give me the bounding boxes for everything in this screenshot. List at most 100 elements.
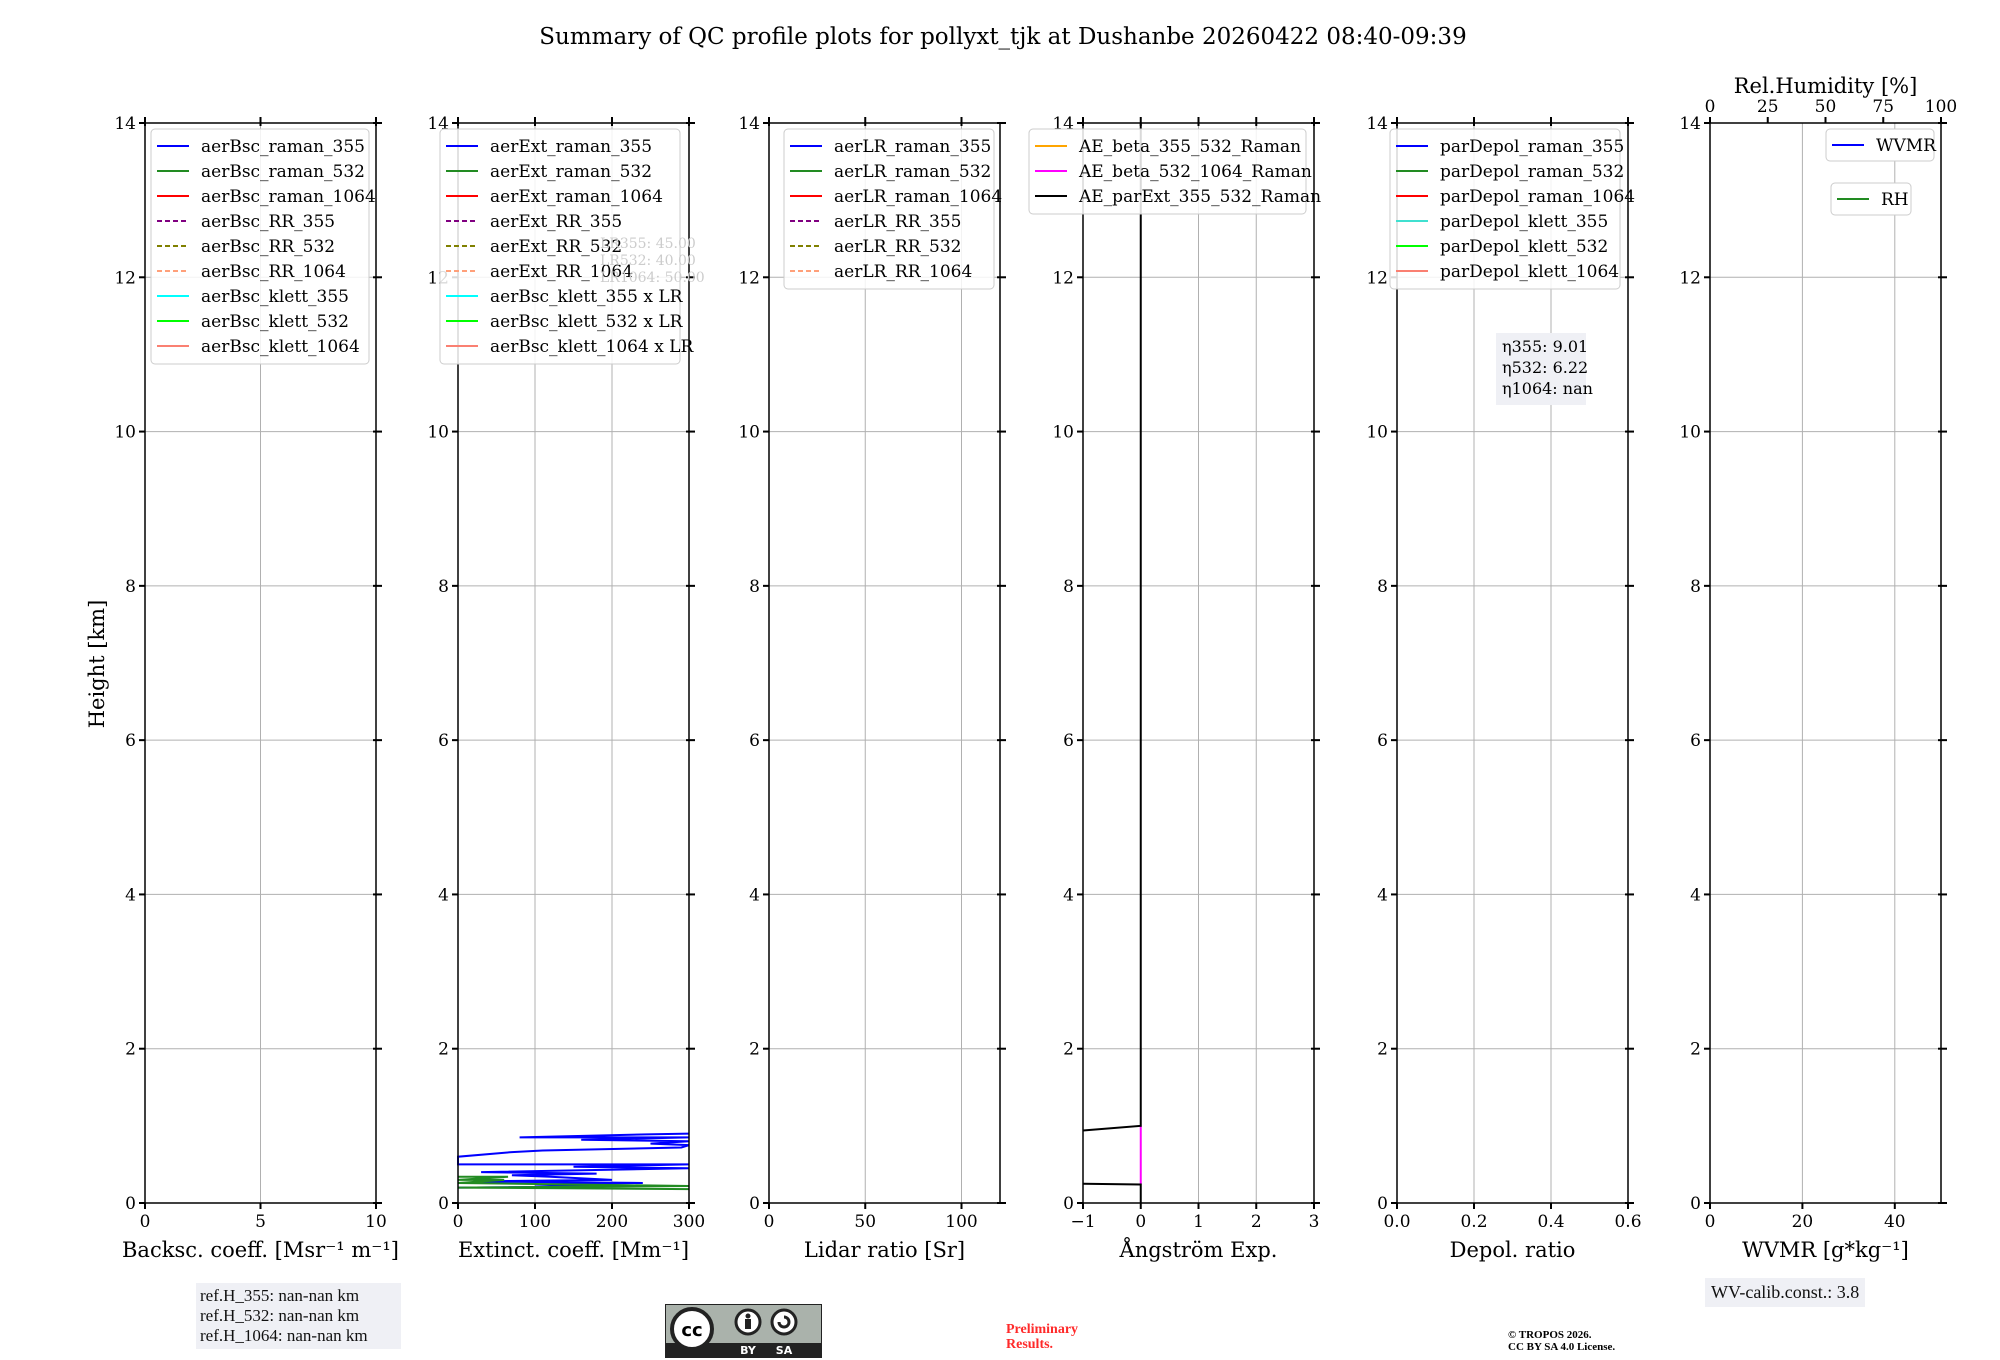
legend-label: aerBsc_raman_532 <box>201 162 365 182</box>
y-tick-label: 0 <box>749 1194 760 1214</box>
legend-label: aerLR_RR_532 <box>834 237 961 257</box>
y-tick-label: 2 <box>438 1040 449 1060</box>
legend-box <box>1825 128 1935 162</box>
legend-label: aerBsc_RR_355 <box>201 212 335 232</box>
preliminary-results-note: Preliminary Results. <box>1006 1322 1078 1352</box>
cc-by-sa-logo: cc BY SA <box>665 1304 822 1358</box>
x-tick-label: 50 <box>854 1212 876 1232</box>
legend-label: parDepol_klett_1064 <box>1440 262 1619 282</box>
y-tick-label: 10 <box>1366 423 1388 443</box>
y-tick-label: 10 <box>427 423 449 443</box>
legend-label: aerBsc_klett_355 x LR <box>490 287 684 307</box>
y-tick-label: 0 <box>1063 1194 1074 1214</box>
series-line-AE_parExt_355_532_Raman <box>1082 123 1142 1132</box>
y-tick-label: 4 <box>438 885 449 905</box>
legend-label: WVMR <box>1876 136 1937 156</box>
y-axis-label: Height [km] <box>85 600 109 729</box>
y-tick-label: 0 <box>1690 1194 1701 1214</box>
x-tick-label: 100 <box>519 1212 551 1232</box>
y-tick-label: 2 <box>1063 1040 1074 1060</box>
y-tick-label: 12 <box>1366 268 1388 288</box>
y-tick-label: 4 <box>1690 885 1701 905</box>
legend-label: aerExt_raman_532 <box>490 162 652 182</box>
y-tick-label: 2 <box>1377 1040 1388 1060</box>
ref-height-355: ref.H_355: nan-nan km <box>200 1286 360 1305</box>
lidar-ratio-annotation: LR532: 40.00 <box>600 253 696 269</box>
reference-height-box: ref.H_355: nan-nan km ref.H_532: nan-nan… <box>196 1283 401 1349</box>
ref-height-1064: ref.H_1064: nan-nan km <box>200 1326 368 1345</box>
y-tick-label: 10 <box>1679 423 1701 443</box>
y-tick-label: 8 <box>438 577 449 597</box>
y-tick-label: 10 <box>738 423 760 443</box>
legend-label: aerLR_RR_1064 <box>834 262 972 282</box>
x-tick-label: 40 <box>1884 1212 1906 1232</box>
legend-box <box>439 128 681 365</box>
legend-label: parDepol_raman_532 <box>1440 162 1624 182</box>
y-tick-label: 6 <box>749 731 760 751</box>
figure-title: Summary of QC profile plots for pollyxt_… <box>539 24 1466 50</box>
x-tick-label: 0.6 <box>1614 1212 1641 1232</box>
x-tick-label: 200 <box>596 1212 628 1232</box>
cc-icon <box>670 1307 714 1351</box>
legend-label: aerBsc_raman_355 <box>201 137 365 157</box>
angstrom-annotation-box <box>1496 333 1586 405</box>
legend-label: aerBsc_klett_355 <box>201 287 349 307</box>
x-tick-label: 2 <box>1251 1212 1262 1232</box>
top-x-tick-label: 75 <box>1872 97 1894 117</box>
legend-label: aerLR_raman_1064 <box>834 187 1002 207</box>
x-axis-label: Extinct. coeff. [Mm⁻¹] <box>458 1238 689 1262</box>
x-tick-label: −1 <box>1070 1212 1095 1232</box>
svg-text:BY: BY <box>740 1344 757 1357</box>
legend-label: aerBsc_RR_1064 <box>201 262 346 282</box>
legend-label: aerExt_RR_355 <box>490 212 622 232</box>
x-axis-label: Backsc. coeff. [Msr⁻¹ m⁻¹] <box>122 1238 399 1262</box>
y-tick-label: 2 <box>1690 1040 1701 1060</box>
sa-icon <box>770 1308 798 1336</box>
y-tick-label: 12 <box>738 268 760 288</box>
y-tick-label: 14 <box>114 114 136 134</box>
legend-label: parDepol_klett_532 <box>1440 237 1608 257</box>
legend-label: aerLR_raman_532 <box>834 162 991 182</box>
x-tick-label: 20 <box>1792 1212 1814 1232</box>
top-x-tick-label: 0 <box>1705 97 1716 117</box>
y-tick-label: 8 <box>125 577 136 597</box>
legend-label: aerBsc_RR_532 <box>201 237 335 257</box>
y-tick-label: 14 <box>1366 114 1388 134</box>
y-tick-label: 8 <box>1377 577 1388 597</box>
x-axis-label: WVMR [g*kg⁻¹] <box>1742 1238 1909 1262</box>
legend-label: aerBsc_klett_1064 x LR <box>490 337 694 357</box>
angstrom-annotation: η532: 6.22 <box>1502 358 1588 377</box>
x-tick-label: 0.0 <box>1383 1212 1410 1232</box>
y-tick-label: 0 <box>125 1194 136 1214</box>
legend-box <box>1028 128 1307 215</box>
svg-text:cc: cc <box>681 1320 702 1341</box>
svg-text:SA: SA <box>776 1344 793 1357</box>
x-tick-label: 5 <box>255 1212 266 1232</box>
y-tick-label: 8 <box>1063 577 1074 597</box>
preliminary-line-1: Preliminary <box>1006 1322 1079 1337</box>
legend-label: aerBsc_klett_532 <box>201 312 349 332</box>
x-tick-label: 0 <box>1135 1212 1146 1232</box>
legend-label: parDepol_raman_355 <box>1440 137 1624 157</box>
y-tick-label: 0 <box>438 1194 449 1214</box>
y-tick-label: 10 <box>114 423 136 443</box>
series-line-aerExt_raman_532 <box>457 1175 690 1191</box>
x-tick-label: 0.4 <box>1537 1212 1564 1232</box>
y-tick-label: 4 <box>749 885 760 905</box>
x-axis-label: Ångström Exp. <box>1119 1237 1278 1262</box>
lidar-ratio-annotation: LR355: 45.00 <box>600 236 696 252</box>
x-tick-label: 3 <box>1309 1212 1320 1232</box>
legend-label: aerExt_raman_355 <box>490 137 652 157</box>
y-tick-label: 6 <box>1063 731 1074 751</box>
legend-label: aerExt_RR_532 <box>490 237 622 257</box>
panel-lidar_ratio: 0 2 4 6 8 10 12 14 0 50 100 Lidar ratio [Sr] aerLR_r… <box>738 114 1006 1262</box>
y-tick-label: 12 <box>114 268 136 288</box>
wv-calibration-box: WV-calib.const.: 3.8 <box>1705 1278 1866 1307</box>
y-tick-label: 14 <box>1679 114 1701 134</box>
legend-box <box>150 128 370 365</box>
y-tick-label: 2 <box>749 1040 760 1060</box>
legend-label: aerExt_raman_1064 <box>490 187 663 207</box>
x-tick-label: 100 <box>945 1212 977 1232</box>
